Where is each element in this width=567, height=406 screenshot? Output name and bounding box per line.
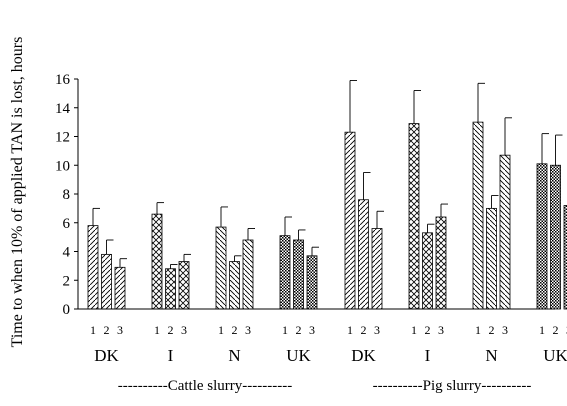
bar — [87, 225, 99, 310]
bar — [435, 216, 447, 310]
y-tick-label: 4 — [63, 245, 71, 261]
y-tick-label: 8 — [63, 187, 71, 203]
bar-number-label: 1 — [90, 323, 96, 337]
country-label: DK — [94, 346, 119, 365]
bar — [306, 255, 318, 310]
bar — [178, 261, 190, 310]
bar — [499, 154, 511, 310]
bar-number-label: 1 — [411, 323, 417, 337]
bar-number-label: 1 — [539, 323, 545, 337]
bar-number-label: 1 — [347, 323, 353, 337]
country-label: DK — [351, 346, 376, 365]
country-label: UK — [286, 346, 311, 365]
y-axis-label: Time to when 10% of applied TAN is lost,… — [9, 37, 26, 348]
y-tick-label: 2 — [63, 273, 71, 289]
category-labels: 123DK123I123N123UK123DK123I123N123UK----… — [90, 323, 567, 394]
country-label: N — [228, 346, 240, 365]
bar — [550, 164, 561, 310]
bar-number-label: 3 — [438, 323, 444, 337]
bar-number-label: 1 — [282, 323, 288, 337]
bar — [472, 121, 484, 310]
group-label: ----------Pig slurry---------- — [373, 378, 532, 394]
bar — [229, 261, 240, 310]
country-label: I — [168, 346, 174, 365]
y-tick-label: 14 — [55, 101, 71, 117]
bar — [215, 226, 227, 310]
bar — [293, 239, 304, 310]
bar — [563, 205, 567, 310]
bar-number-label: 2 — [232, 323, 238, 337]
group-label: ----------Cattle slurry---------- — [118, 378, 292, 394]
bar-number-label: 3 — [374, 323, 380, 337]
bar — [408, 123, 420, 310]
bar — [101, 253, 112, 310]
bar-number-label: 3 — [502, 323, 508, 337]
country-label: UK — [543, 346, 567, 365]
bar — [371, 228, 383, 310]
country-label: I — [425, 346, 431, 365]
bar — [486, 207, 497, 310]
bar-number-label: 1 — [218, 323, 224, 337]
y-tick-label: 10 — [55, 158, 70, 174]
bar — [279, 235, 291, 310]
bar — [165, 268, 176, 310]
bar-number-label: 3 — [309, 323, 315, 337]
bar-number-label: 3 — [117, 323, 123, 337]
y-tick-label: 16 — [55, 72, 71, 88]
country-label: N — [485, 346, 497, 365]
y-tick-label: 6 — [63, 216, 71, 232]
bar-number-label: 1 — [475, 323, 481, 337]
bar-number-label: 3 — [245, 323, 251, 337]
bar-number-label: 2 — [296, 323, 302, 337]
bar-number-label: 1 — [154, 323, 160, 337]
bar-number-label: 2 — [425, 323, 431, 337]
bar — [358, 199, 369, 310]
bar — [422, 232, 433, 310]
bar-number-label: 2 — [104, 323, 110, 337]
bar-number-label: 3 — [181, 323, 187, 337]
bar-number-label: 2 — [489, 323, 495, 337]
y-tick-label: 12 — [55, 130, 70, 146]
bar-number-label: 2 — [361, 323, 367, 337]
y-tick-label: 0 — [63, 302, 71, 318]
bar — [242, 239, 254, 310]
bar — [114, 266, 126, 310]
bar — [344, 131, 356, 310]
bar — [151, 213, 163, 310]
bar — [536, 163, 548, 310]
bar-number-label: 2 — [168, 323, 174, 337]
bar-number-label: 2 — [553, 323, 559, 337]
bars — [87, 79, 567, 310]
